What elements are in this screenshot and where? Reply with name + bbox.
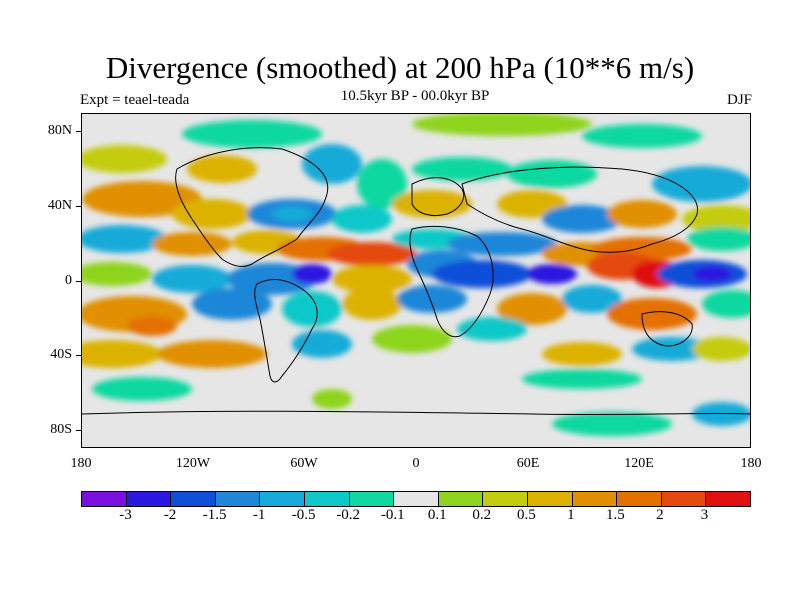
lon-label-180w: 180 <box>70 456 92 471</box>
colorbar-box <box>572 492 618 506</box>
colorbar-label: -0.1 <box>380 507 405 523</box>
colorbar <box>81 491 751 507</box>
colorbar-box <box>171 492 216 506</box>
colorbar-box <box>304 492 350 506</box>
colorbar-box <box>349 492 395 506</box>
colorbar-label: 3 <box>700 507 709 523</box>
season-label: DJF <box>726 92 752 108</box>
lon-label-180e: 180 <box>740 456 762 471</box>
colorbar-box <box>82 492 127 506</box>
colorbar-box <box>126 492 172 506</box>
lon-label-120w: 120W <box>175 456 211 471</box>
divergence-field <box>82 114 750 447</box>
colorbar-label: 0.2 <box>472 507 492 523</box>
colorbar-box <box>706 492 750 506</box>
tick-40n <box>76 206 81 207</box>
colorbar-label: -1 <box>252 507 266 523</box>
lon-label-60e: 60E <box>516 456 540 471</box>
chart-title: Divergence (smoothed) at 200 hPa (10**6 … <box>105 50 695 85</box>
colorbar-box <box>617 492 662 506</box>
colorbar-box <box>394 492 439 506</box>
colorbar-label: -0.5 <box>291 507 316 523</box>
lon-label-120e: 120E <box>624 456 654 471</box>
colorbar-box <box>483 492 528 506</box>
colorbar-label: 2 <box>656 507 664 523</box>
colorbar-box <box>527 492 573 506</box>
colorbar-box <box>661 492 707 506</box>
colorbar-box <box>438 492 484 506</box>
experiment-label: Expt = teael-teada <box>80 92 190 108</box>
colorbar-label: 0.1 <box>427 507 447 523</box>
tick-80s <box>76 430 81 431</box>
lat-label-80s: 80S <box>50 422 72 437</box>
colorbar-box <box>215 492 261 506</box>
tick-0 <box>76 281 81 282</box>
map-panel <box>81 113 751 448</box>
coastlines <box>82 147 750 416</box>
colorbar-label: 1.5 <box>606 507 625 523</box>
lat-label-40n: 40N <box>47 198 72 213</box>
lat-label-80n: 80N <box>47 123 72 138</box>
tick-40s <box>76 355 81 356</box>
colorbar-label: -3 <box>119 507 132 523</box>
lat-label-40s: 40S <box>50 347 72 362</box>
colorbar-label: 1 <box>567 507 575 523</box>
tick-80n <box>76 131 81 132</box>
lat-label-0: 0 <box>65 273 72 288</box>
colorbar-label: -1.5 <box>202 507 227 523</box>
colorbar-label: -2 <box>163 507 177 523</box>
lon-label-60w: 60W <box>290 456 318 471</box>
lon-label-0: 0 <box>412 456 420 471</box>
colorbar-box <box>260 492 305 506</box>
colorbar-label: -0.2 <box>336 507 361 523</box>
colorbar-label: 0.5 <box>516 507 536 523</box>
time-range-subtitle: 10.5kyr BP - 00.0kyr BP <box>340 88 490 104</box>
